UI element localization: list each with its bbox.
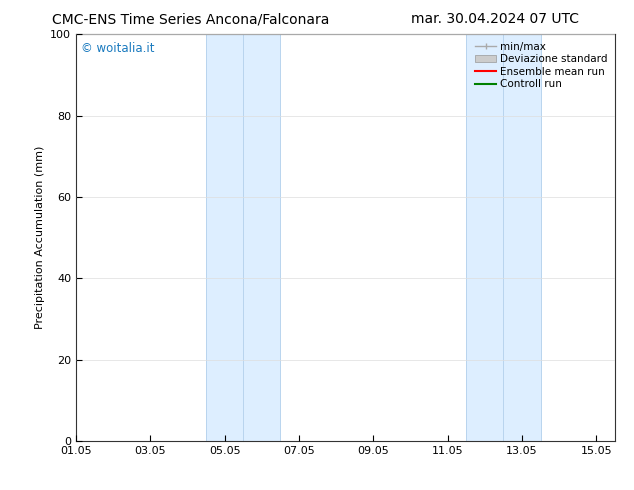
Text: mar. 30.04.2024 07 UTC: mar. 30.04.2024 07 UTC <box>411 12 578 26</box>
Text: © woitalia.it: © woitalia.it <box>81 43 155 55</box>
Bar <box>467 34 541 441</box>
Text: CMC-ENS Time Series Ancona/Falconara: CMC-ENS Time Series Ancona/Falconara <box>51 12 329 26</box>
Y-axis label: Precipitation Accumulation (mm): Precipitation Accumulation (mm) <box>35 146 44 329</box>
Bar <box>206 34 280 441</box>
Legend: min/max, Deviazione standard, Ensemble mean run, Controll run: min/max, Deviazione standard, Ensemble m… <box>473 40 610 92</box>
